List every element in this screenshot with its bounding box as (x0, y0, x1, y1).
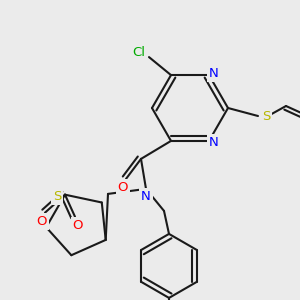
Text: N: N (209, 136, 219, 149)
Text: O: O (73, 219, 83, 232)
Text: O: O (118, 182, 128, 194)
Text: N: N (209, 67, 219, 80)
Text: S: S (262, 110, 270, 122)
Text: N: N (141, 190, 151, 203)
Text: S: S (53, 190, 61, 203)
Text: Cl: Cl (133, 46, 146, 59)
Text: O: O (37, 215, 47, 228)
